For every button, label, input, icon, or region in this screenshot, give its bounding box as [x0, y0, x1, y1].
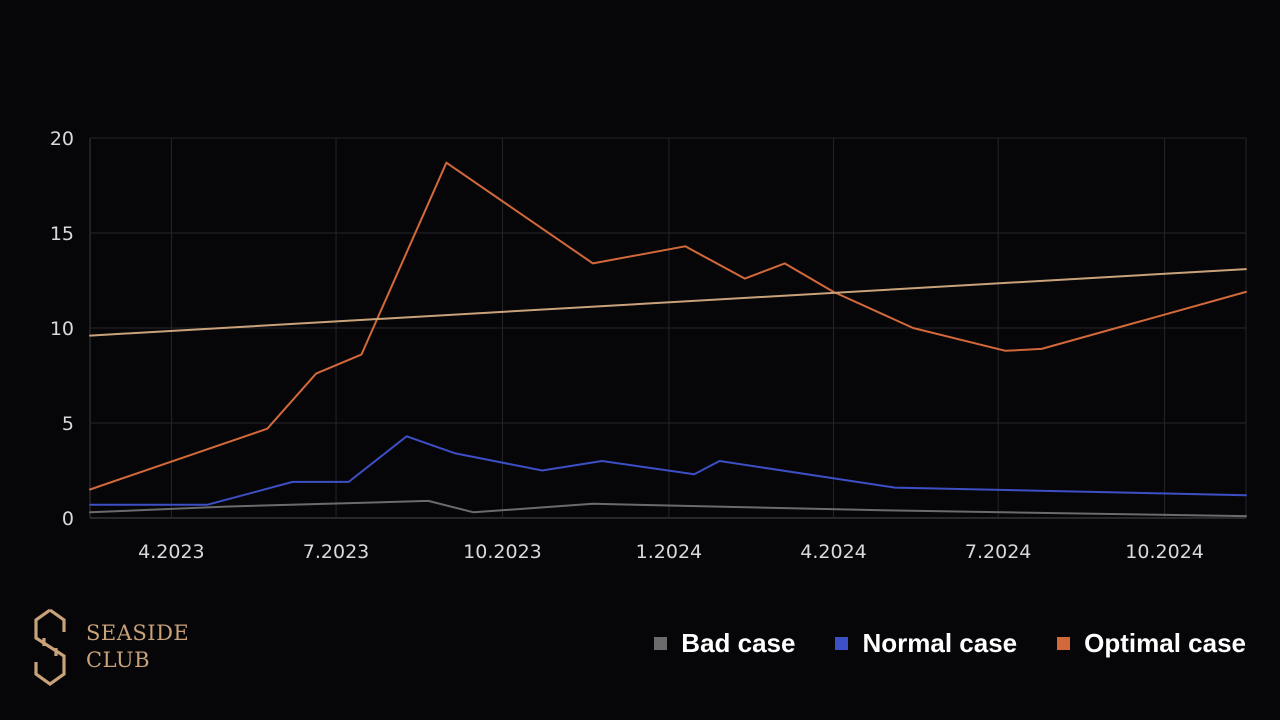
legend-item-normal-case: Normal case: [835, 628, 1017, 659]
chart-legend: Bad case Normal case Optimal case: [654, 628, 1246, 659]
y-tick-label-0: 0: [62, 508, 74, 530]
x-tick-label-1-2024: 1.2024: [636, 541, 702, 563]
y-tick-label-15: 15: [50, 223, 74, 245]
series-line-optimal-case: [89, 161, 1247, 491]
y-tick-label-5: 5: [62, 413, 74, 435]
x-tick-label-4-2023: 4.2023: [138, 541, 204, 563]
chart-series: [89, 161, 1247, 518]
legend-swatch-normal-case: [835, 637, 849, 650]
legend-label-bad-case: Bad case: [681, 628, 796, 658]
series-line-bad-case: [89, 499, 1247, 518]
legend-item-bad-case: Bad case: [654, 628, 795, 659]
brand-name-line1: SEASIDE: [86, 621, 190, 645]
y-tick-label-10: 10: [50, 318, 74, 340]
brand-name: SEASIDE CLUB: [86, 620, 189, 674]
legend-label-normal-case: Normal case: [862, 628, 1018, 658]
legend-swatch-bad-case: [654, 637, 668, 650]
legend-item-optimal-case: Optimal case: [1057, 628, 1246, 659]
x-axis-tick-labels: 4.2023 7.2023 10.2023 1.2024 4.2024 7.2024 10.…: [138, 541, 1204, 563]
series-line-normal-case: [89, 435, 1247, 506]
x-tick-label-7-2023: 7.2023: [303, 541, 369, 563]
x-tick-label-10-2024: 10.2024: [1125, 541, 1204, 563]
y-tick-label-20: 20: [50, 128, 74, 150]
legend-label-optimal-case: Optimal case: [1084, 628, 1246, 658]
x-tick-label-10-2023: 10.2023: [463, 541, 542, 563]
legend-swatch-optimal-case: [1057, 637, 1071, 650]
chart-grid: [89, 137, 1247, 519]
brand-name-line2: CLUB: [86, 648, 150, 672]
seaside-club-logo: SEASIDE CLUB: [30, 608, 200, 688]
seaside-club-s-monogram-icon: [34, 608, 66, 686]
y-axis-tick-labels: 0 5 10 15 20: [50, 128, 74, 530]
x-tick-label-4-2024: 4.2024: [800, 541, 866, 563]
x-tick-label-7-2024: 7.2024: [965, 541, 1031, 563]
series-line-4: [89, 268, 1247, 337]
